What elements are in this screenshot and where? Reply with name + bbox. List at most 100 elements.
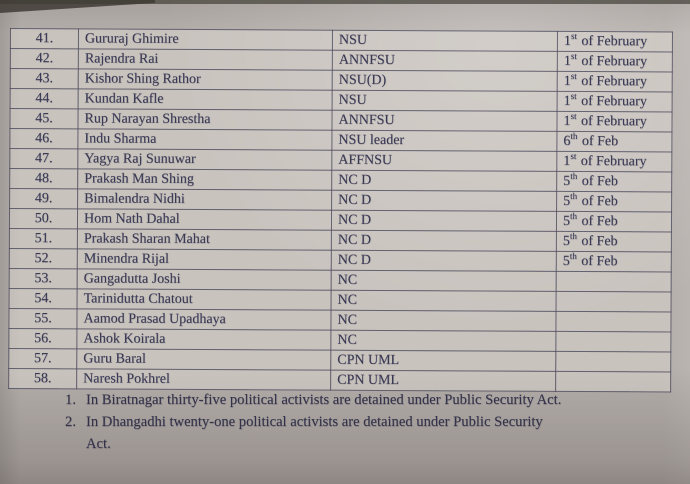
detention-date: 5th of Feb: [556, 171, 672, 192]
date-day: 5: [563, 193, 571, 209]
detainee-name: Gururaj Ghimire: [78, 28, 333, 51]
date-ordinal: th: [569, 251, 577, 261]
date-ordinal: st: [570, 31, 578, 41]
date-ordinal: th: [570, 191, 578, 201]
party-affiliation: NC: [331, 270, 557, 292]
date-rest: of Feb: [578, 173, 618, 189]
party-affiliation: ANNFSU: [331, 110, 558, 132]
detention-date: 5th of Feb: [556, 231, 672, 252]
date-ordinal: th: [569, 211, 578, 221]
detainee-name: Tarinidutta Chatout: [77, 288, 332, 311]
detention-date: 1st of February: [556, 151, 672, 172]
detention-date: 6th of Feb: [556, 131, 672, 152]
footnote-line: In Biratnagar thirty-five political acti…: [86, 392, 562, 408]
row-number: 44.: [10, 88, 79, 109]
footnote: 1. In Biratnagar thirty-five political a…: [58, 389, 644, 411]
date-ordinal: st: [570, 111, 577, 121]
date-rest: of Feb: [577, 233, 618, 249]
detainee-name: Guru Baral: [76, 348, 331, 371]
row-number: 55.: [8, 308, 78, 329]
date-rest: of Feb: [577, 213, 618, 229]
date-day: 5: [562, 233, 570, 249]
footnote-text: In Dhangadhi twenty-one political activi…: [86, 411, 644, 455]
date-rest: of February: [577, 93, 647, 109]
date-ordinal: st: [570, 51, 577, 61]
detention-date: 5th of Feb: [556, 191, 672, 212]
row-number: 41.: [10, 28, 79, 49]
party-affiliation: NC D: [331, 190, 557, 212]
date-rest: of February: [577, 33, 648, 49]
party-affiliation: ANNFSU: [332, 50, 558, 72]
row-number: 56.: [8, 328, 77, 349]
date-day: 1: [563, 113, 571, 129]
row-number: 46.: [9, 128, 78, 149]
detention-date: 1st of February: [557, 91, 673, 112]
row-number: 43.: [10, 68, 79, 89]
detention-date: [556, 271, 672, 292]
row-number: 47.: [9, 148, 78, 169]
footnote-line: In Dhangadhi twenty-one political activi…: [86, 414, 543, 430]
party-affiliation: NC: [331, 290, 557, 312]
date-rest: of Feb: [578, 193, 618, 209]
date-ordinal: th: [570, 131, 578, 141]
detainee-name: Indu Sharma: [77, 128, 332, 151]
detention-date: [555, 331, 671, 352]
row-number: 49.: [9, 188, 78, 209]
footnote-number: 2.: [65, 414, 76, 430]
detainee-name: Kundan Kafle: [78, 88, 333, 111]
date-ordinal: st: [570, 151, 577, 161]
date-rest: of Feb: [578, 133, 619, 149]
party-affiliation: NC: [330, 310, 557, 332]
row-number: 52.: [9, 248, 78, 269]
row-number: 58.: [8, 368, 77, 389]
detention-date: 5th of Feb: [556, 251, 672, 272]
detention-date: [555, 311, 672, 332]
date-day: 5: [562, 213, 571, 229]
row-number: 53.: [9, 268, 78, 289]
detainee-name: Gangadutta Joshi: [77, 268, 332, 291]
detainee-name: Naresh Pokhrel: [76, 368, 331, 391]
detention-date: 1st of February: [557, 51, 673, 72]
date-rest: of February: [577, 153, 647, 169]
party-affiliation: NC D: [331, 170, 557, 192]
footnotes-list: 1. In Biratnagar thirty-five political a…: [58, 389, 644, 455]
date-day: 1: [563, 33, 571, 49]
detention-date: 1st of February: [557, 71, 673, 92]
date-ordinal: th: [570, 171, 578, 181]
party-affiliation: NSU(D): [332, 70, 558, 92]
scan-top-edge-shadow: [0, 0, 690, 4]
row-number: 51.: [9, 228, 78, 249]
scan-corner-shadow: [0, 0, 155, 13]
date-day: 1: [563, 153, 571, 169]
date-day: 1: [563, 73, 571, 89]
detainee-name: Ashok Koirala: [76, 328, 331, 351]
row-number: 57.: [8, 348, 77, 369]
party-affiliation: NC D: [331, 250, 557, 272]
party-affiliation: NC D: [331, 210, 557, 232]
detention-date: 1st of February: [557, 31, 673, 52]
date-day: 1: [563, 53, 571, 69]
detention-date: 1st of February: [556, 111, 673, 132]
party-affiliation: NSU: [332, 90, 558, 112]
detention-date: [556, 291, 672, 312]
date-rest: of February: [577, 73, 647, 89]
detention-date: 5th of Feb: [556, 211, 672, 232]
footnote: 2. In Dhangadhi twenty-one political act…: [58, 411, 644, 455]
date-rest: of February: [577, 53, 648, 69]
footnote-number: 1.: [65, 392, 76, 408]
date-ordinal: st: [570, 71, 577, 81]
row-number: 42.: [10, 48, 79, 69]
date-day: 5: [563, 173, 571, 189]
detainee-name: Kishor Shing Rathor: [78, 68, 333, 91]
detainee-name: Rajendra Rai: [78, 48, 333, 71]
detainee-name: Aamod Prasad Upadhaya: [76, 308, 332, 331]
detainee-name: Prakash Man Shing: [77, 168, 332, 191]
detainee-name: Minendra Rijal: [77, 248, 332, 271]
row-number: 50.: [9, 208, 78, 229]
date-day: 6: [563, 133, 571, 149]
detainees-table: 41. Gururaj Ghimire NSU 1st of February …: [8, 28, 673, 393]
party-affiliation: NC D: [331, 230, 557, 252]
detainee-name: Yagya Raj Sunuwar: [77, 148, 332, 171]
date-ordinal: st: [570, 91, 577, 101]
